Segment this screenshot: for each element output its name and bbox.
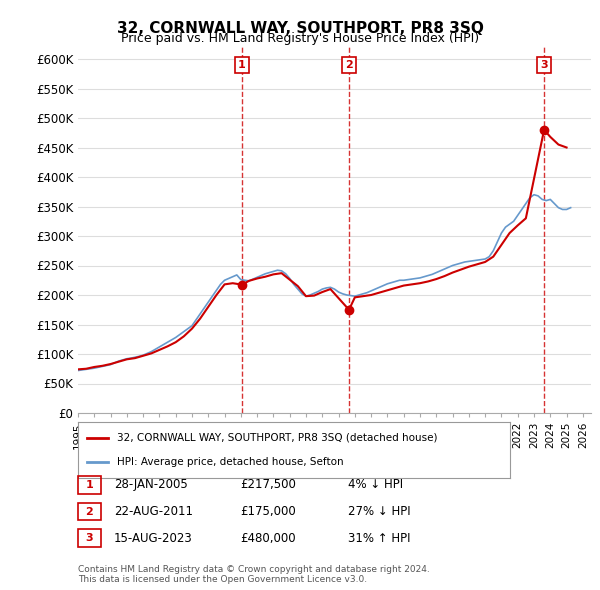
Text: 3: 3 — [540, 60, 548, 70]
Text: 15-AUG-2023: 15-AUG-2023 — [114, 532, 193, 545]
Text: 2: 2 — [345, 60, 353, 70]
Text: 1: 1 — [238, 60, 246, 70]
Text: 27% ↓ HPI: 27% ↓ HPI — [348, 505, 410, 518]
Text: 28-JAN-2005: 28-JAN-2005 — [114, 478, 188, 491]
Text: £217,500: £217,500 — [240, 478, 296, 491]
Text: 32, CORNWALL WAY, SOUTHPORT, PR8 3SQ (detached house): 32, CORNWALL WAY, SOUTHPORT, PR8 3SQ (de… — [117, 432, 437, 442]
Text: 4% ↓ HPI: 4% ↓ HPI — [348, 478, 403, 491]
Text: 1: 1 — [86, 480, 93, 490]
Text: 22-AUG-2011: 22-AUG-2011 — [114, 505, 193, 518]
Text: £175,000: £175,000 — [240, 505, 296, 518]
Text: Price paid vs. HM Land Registry's House Price Index (HPI): Price paid vs. HM Land Registry's House … — [121, 32, 479, 45]
Text: Contains HM Land Registry data © Crown copyright and database right 2024.
This d: Contains HM Land Registry data © Crown c… — [78, 565, 430, 584]
Text: HPI: Average price, detached house, Sefton: HPI: Average price, detached house, Seft… — [117, 457, 344, 467]
Text: 3: 3 — [86, 533, 93, 543]
Text: 2: 2 — [86, 507, 93, 516]
Text: 31% ↑ HPI: 31% ↑ HPI — [348, 532, 410, 545]
Text: 32, CORNWALL WAY, SOUTHPORT, PR8 3SQ: 32, CORNWALL WAY, SOUTHPORT, PR8 3SQ — [116, 21, 484, 35]
Text: £480,000: £480,000 — [240, 532, 296, 545]
